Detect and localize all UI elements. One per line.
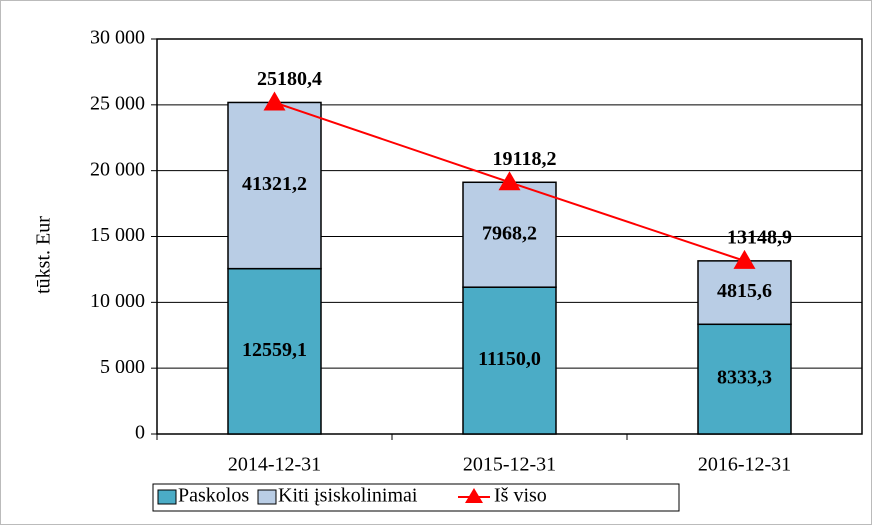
x-tick-label: 2014-12-31 [228,454,321,476]
legend-label: Iš viso [494,485,547,507]
bar-segment [227,267,322,435]
line-marker [263,91,286,111]
line-marker [498,171,521,191]
data-label: 13148,9 [727,226,792,248]
y-tick-label: 25 000 [90,92,145,114]
y-tick-label: 0 [135,422,145,444]
data-label: 41321,2 [242,173,307,195]
y-tick-label: 20 000 [90,158,145,180]
data-label: 4815,6 [717,280,772,302]
bar-segment [227,101,322,270]
data-label: 7968,2 [482,222,537,244]
x-tick-label: 2015-12-31 [463,454,556,476]
data-label: 8333,3 [717,367,772,389]
legend-marker [465,488,483,503]
legend-swatch [257,489,277,505]
data-label: 11150,0 [478,348,541,370]
bar-segment [697,260,792,326]
y-tick-label: 15 000 [90,224,145,246]
data-label: 12559,1 [242,339,307,361]
x-tick-label: 2016-12-31 [698,454,791,476]
legend-swatch [157,489,177,505]
legend-box [152,483,680,512]
y-tick-label: 5 000 [100,356,145,378]
data-label: 25180,4 [257,68,322,90]
bar-segment [462,286,557,435]
legend-label: Paskolos [178,485,249,507]
line-marker [733,249,756,269]
data-label: 19118,2 [493,148,557,170]
bar-segment [697,323,792,435]
y-axis-label: tūkst. Eur [33,216,55,294]
legend-label: Kiti įsiskolinimai [278,485,418,507]
y-tick-label: 30 000 [90,27,145,49]
y-tick-label: 10 000 [90,290,145,312]
